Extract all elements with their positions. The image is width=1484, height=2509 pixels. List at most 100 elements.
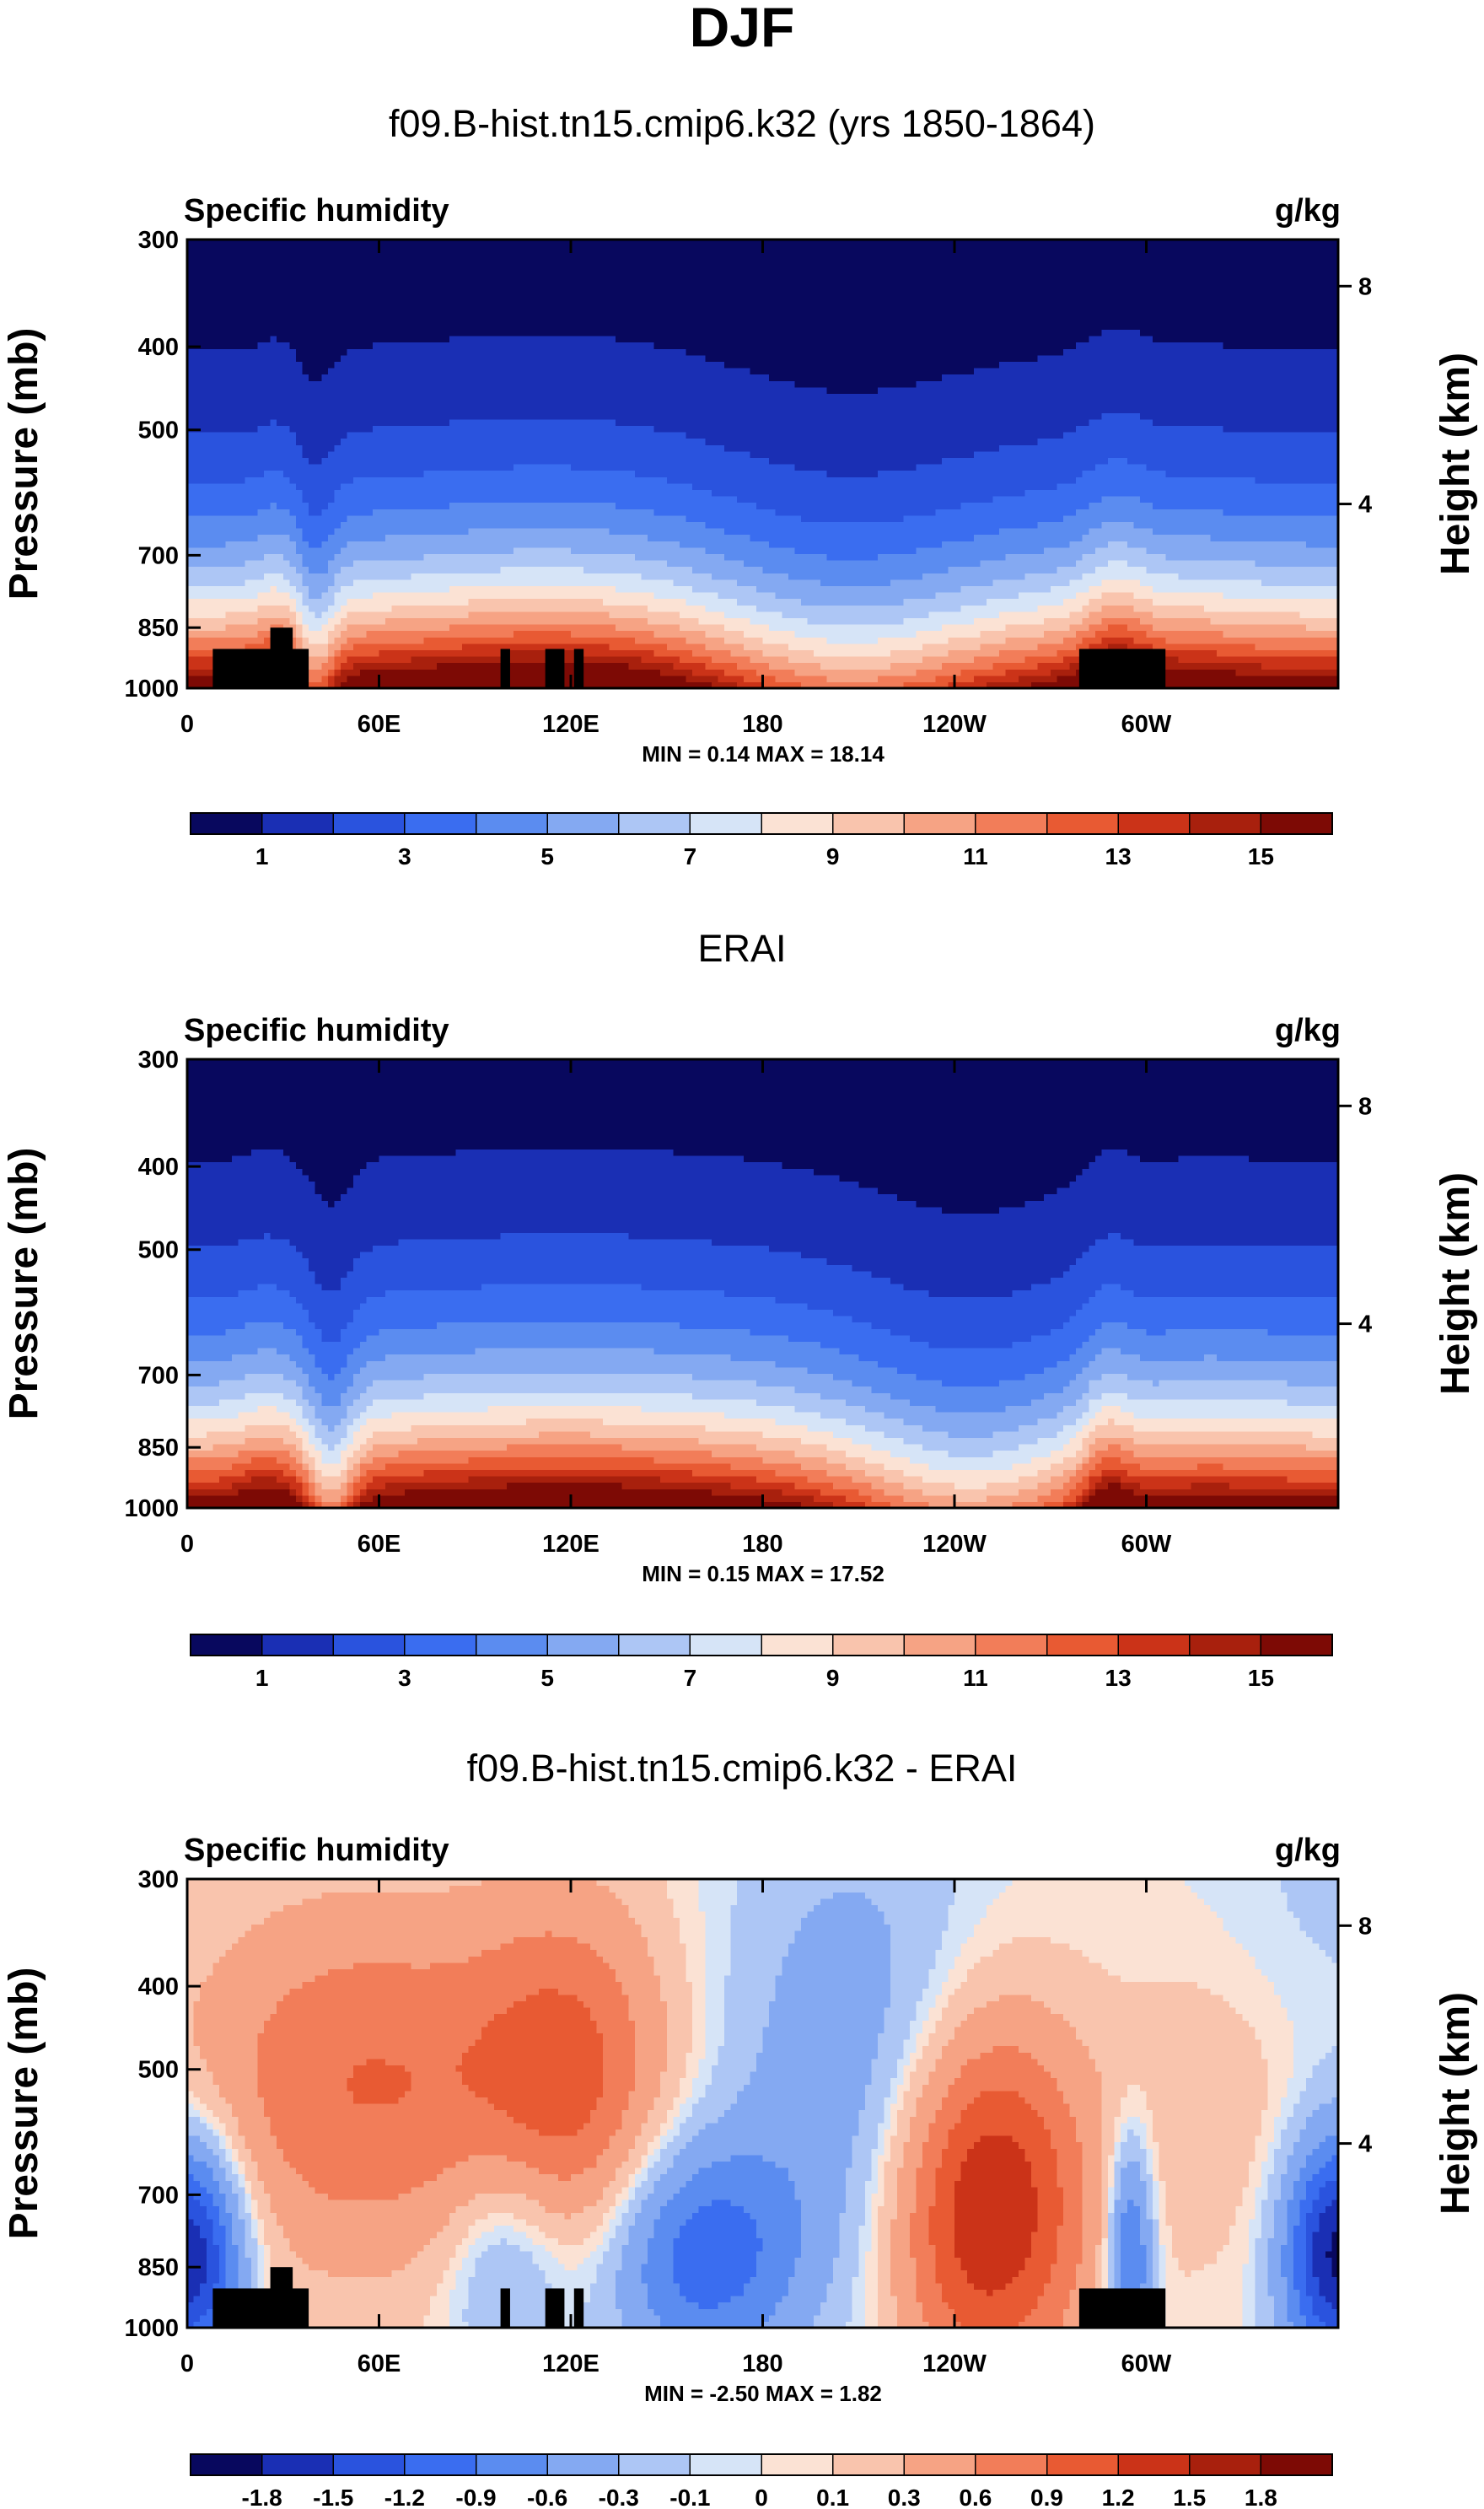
field-cell (903, 2154, 923, 2162)
field-cell (245, 1469, 284, 1477)
field-cell (187, 368, 304, 375)
field-cell (1223, 630, 1339, 638)
field-cell (852, 1264, 1071, 1272)
field-cell (1153, 598, 1339, 606)
field-cell (1293, 2193, 1307, 2200)
field-cell (1076, 1174, 1339, 1182)
field-cell (449, 2257, 463, 2264)
field-cell (1108, 2269, 1116, 2277)
field-cell (462, 2314, 559, 2322)
field-cell (616, 2282, 648, 2290)
field-cell (187, 592, 259, 600)
field-cell (225, 624, 272, 632)
field-cell (737, 1879, 955, 1887)
field-cell (616, 2269, 643, 2277)
field-cell (245, 2180, 252, 2188)
field-cell (187, 272, 1339, 279)
field-cell (1031, 2232, 1057, 2239)
field-cell (679, 2077, 693, 2085)
field-cell (250, 2225, 259, 2232)
colorbar-box (1046, 1634, 1119, 1656)
field-cell (1274, 2232, 1288, 2239)
field-cell (916, 669, 962, 676)
field-cell (250, 2205, 259, 2213)
field-cell (928, 2122, 955, 2129)
field-cell (238, 2282, 252, 2290)
field-cell (616, 2232, 629, 2239)
field-cell (1299, 2205, 1314, 2213)
field-cell (1005, 1405, 1064, 1413)
colorbar-box (1117, 812, 1191, 835)
field-cell (468, 2276, 546, 2284)
field-cell (187, 2097, 201, 2104)
field-cell (187, 2122, 207, 2129)
field-cell (218, 1380, 297, 1387)
field-cell (916, 2296, 943, 2303)
field-cell (794, 1936, 891, 1944)
field-cell (673, 2250, 757, 2258)
field-cell (801, 1501, 834, 1509)
field-cell (698, 2129, 859, 2136)
field-cell (347, 1501, 354, 1509)
field-cell (315, 1489, 348, 1496)
field-cell (852, 2308, 866, 2316)
field-cell (1293, 2257, 1307, 2264)
field-cell (980, 643, 1039, 650)
field-cell (960, 2167, 1032, 2175)
topography-block (545, 649, 565, 688)
field-cell (896, 2186, 917, 2194)
field-cell (660, 2122, 674, 2129)
field-cell (295, 1489, 304, 1496)
field-cell (187, 418, 272, 426)
field-cell (327, 681, 336, 689)
field-cell (935, 2257, 962, 2264)
field-cell (187, 1322, 245, 1329)
field-cell (1159, 2173, 1250, 2181)
field-cell (1031, 2173, 1057, 2181)
field-cell (896, 2173, 917, 2181)
field-cell (653, 2225, 680, 2232)
field-cell (628, 2193, 636, 2200)
field-cell (225, 2264, 239, 2271)
field-cell (724, 611, 782, 618)
field-cell (577, 2264, 597, 2271)
field-cell (391, 605, 648, 612)
field-cell (602, 2039, 636, 2047)
field-cell (1287, 1476, 1339, 1483)
field-cell (788, 2173, 847, 2181)
field-cell (909, 1334, 1032, 1342)
field-cell (1044, 1366, 1083, 1374)
field-cell (1094, 2257, 1103, 2264)
field-cell (218, 2084, 259, 2092)
field-cell (616, 336, 1089, 343)
field-cell (960, 2065, 1045, 2072)
field-cell (1101, 412, 1141, 420)
field-cell (602, 2193, 616, 2200)
field-cell (270, 2129, 540, 2136)
field-cell (250, 2276, 259, 2284)
field-cell (884, 2109, 891, 2117)
field-cell (353, 2097, 399, 2104)
field-cell (705, 643, 745, 650)
field-cell (954, 2205, 1039, 2213)
field-cell (1082, 534, 1211, 541)
field-cell (366, 1418, 527, 1425)
field-cell (1171, 2225, 1230, 2232)
field-cell (1031, 2244, 1057, 2252)
field-cell (315, 1405, 348, 1413)
field-cell (238, 2154, 252, 2162)
field-cell (513, 2225, 540, 2232)
field-cell (341, 617, 386, 625)
field-cell (1306, 2161, 1326, 2168)
field-cell (1114, 2116, 1128, 2124)
field-cell (436, 2282, 457, 2290)
field-cell (206, 2205, 220, 2213)
field-cell (1229, 1482, 1339, 1489)
field-cell (820, 1392, 891, 1400)
field-cell (1062, 1456, 1083, 1464)
field-cell (1094, 2058, 1269, 2065)
field-cell (218, 1956, 470, 1963)
field-cell (487, 2212, 514, 2220)
field-cell (187, 2154, 195, 2162)
colorbar-label: -0.6 (527, 2485, 567, 2509)
